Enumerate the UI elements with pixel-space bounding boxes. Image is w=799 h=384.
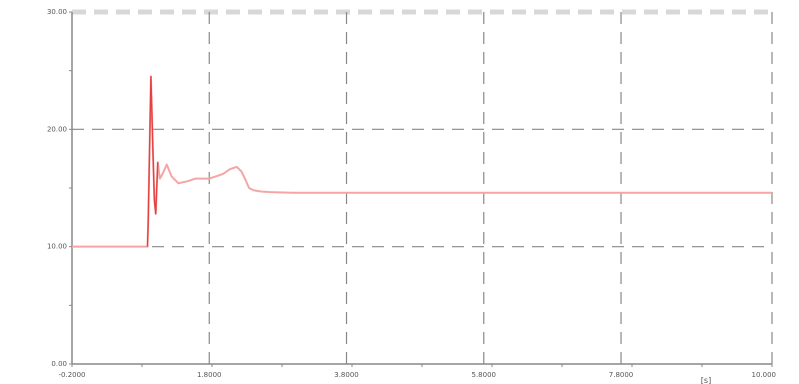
x-tick-label: 5.8000 [472,371,497,379]
x-axis-unit-label: [s] [701,376,711,384]
y-tick-label: 0.00 [51,360,67,368]
y-tick-label: 10.00 [47,243,67,251]
x-tick-label: -0.2000 [58,371,85,379]
axes [69,11,773,367]
x-tick-label: 3.8000 [334,371,359,379]
series-lines [72,75,772,248]
y-tick-label: 30.00 [47,8,67,16]
series-spike-line [146,75,159,247]
x-tick-label: 7.8000 [609,371,634,379]
x-tick-label: 10.000 [752,371,777,379]
tick-labels: 0.00 10.00 20.00 30.00 -0.2000 1.8000 3.8000 5.… [47,8,776,379]
series-line [72,75,772,248]
x-tick-label: 1.8000 [197,371,222,379]
y-tick-label: 20.00 [47,125,67,133]
grid [72,9,773,364]
